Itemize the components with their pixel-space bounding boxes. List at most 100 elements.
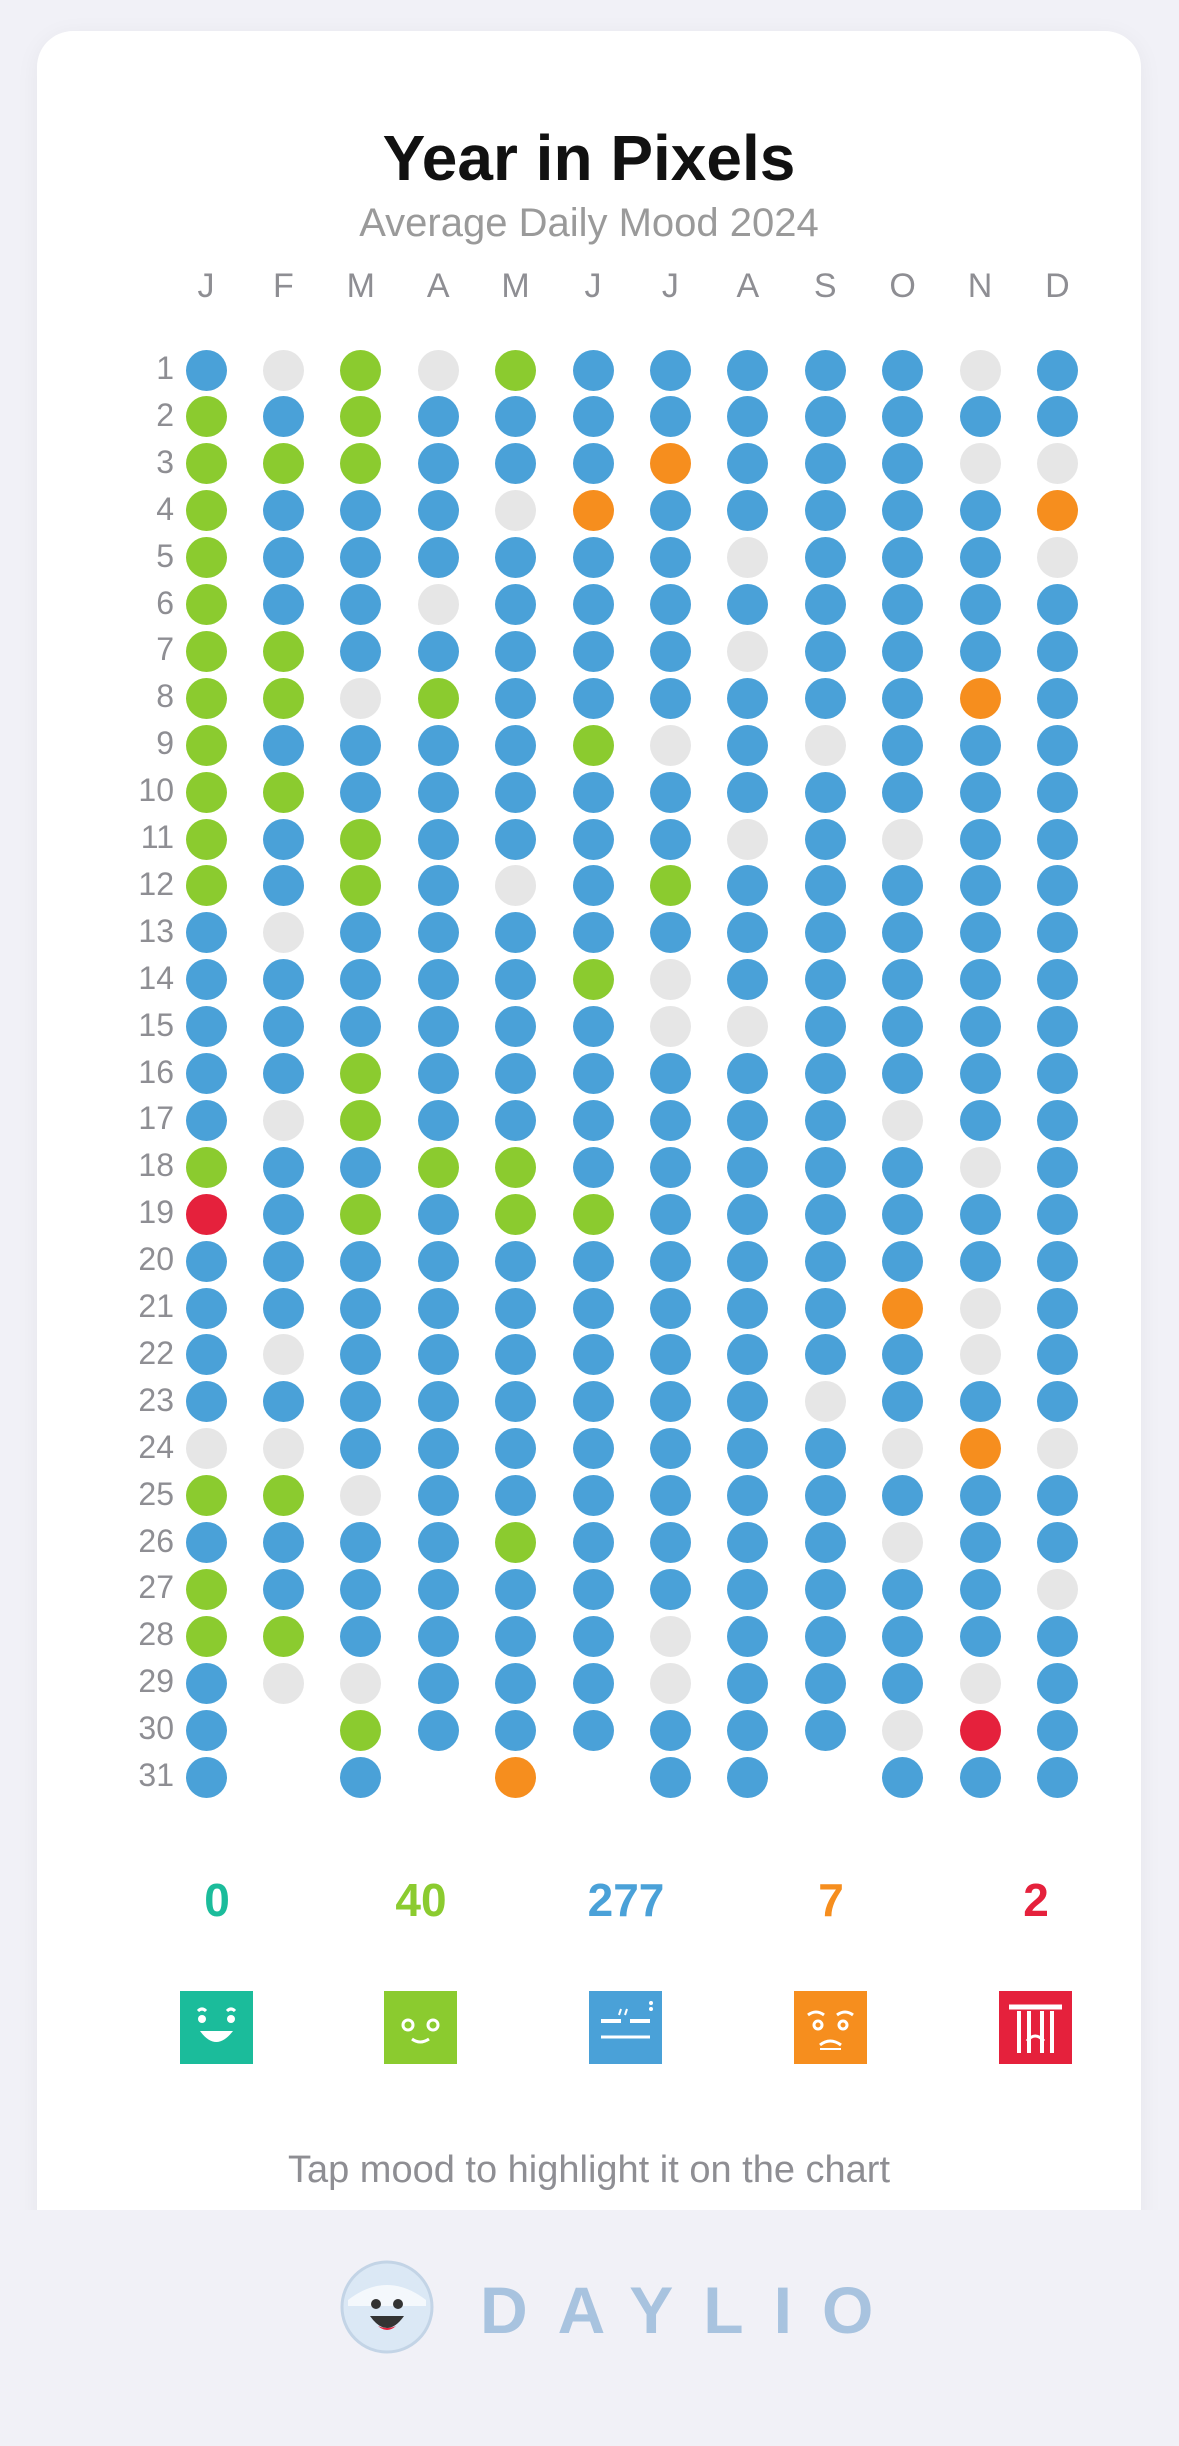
mood-pixel-meh[interactable] [882,490,924,532]
mood-pixel-good[interactable] [262,630,304,672]
mood-pixel-none[interactable] [417,349,459,391]
mood-pixel-meh[interactable] [882,1006,924,1048]
mood-pixel-none[interactable] [262,1334,304,1376]
mood-pixel-meh[interactable] [185,349,227,391]
mood-pixel-good[interactable] [649,865,691,907]
mood-pixel-none[interactable] [959,1334,1001,1376]
mood-pixel-meh[interactable] [340,912,382,954]
mood-pixel-meh[interactable] [649,1193,691,1235]
mood-pixel-meh[interactable] [185,1006,227,1048]
mood-pixel-bad[interactable] [959,677,1001,719]
mood-pixel-none[interactable] [959,349,1001,391]
mood-pixel-meh[interactable] [340,1756,382,1798]
mood-pixel-meh[interactable] [882,630,924,672]
mood-pixel-none[interactable] [649,1615,691,1657]
mood-pixel-meh[interactable] [262,1287,304,1329]
mood-pixel-meh[interactable] [495,724,537,766]
mood-pixel-meh[interactable] [417,443,459,485]
mood-pixel-meh[interactable] [882,396,924,438]
mood-pixel-meh[interactable] [804,1287,846,1329]
mood-pixel-meh[interactable] [649,396,691,438]
mood-pixel-none[interactable] [262,1099,304,1141]
mood-pixel-good[interactable] [340,865,382,907]
mood-pixel-meh[interactable] [262,1053,304,1094]
mood-pixel-meh[interactable] [959,959,1001,1001]
mood-pixel-meh[interactable] [417,1381,459,1423]
mood-pixel-meh[interactable] [572,1381,614,1423]
mood-pixel-meh[interactable] [649,1053,691,1094]
mood-pixel-meh[interactable] [340,1006,382,1048]
mood-pixel-good[interactable] [340,818,382,860]
mood-pixel-meh[interactable] [959,724,1001,766]
mood-pixel-meh[interactable] [495,771,537,813]
mood-pixel-meh[interactable] [727,959,769,1001]
mood-pixel-meh[interactable] [804,1522,846,1563]
mood-pixel-meh[interactable] [1036,1756,1078,1798]
mood-pixel-meh[interactable] [1036,630,1078,672]
mood-pixel-none[interactable] [185,1428,227,1470]
mood-pixel-meh[interactable] [727,1662,769,1704]
mood-pixel-meh[interactable] [649,1428,691,1470]
mood-pixel-meh[interactable] [340,1334,382,1376]
mood-pixel-meh[interactable] [572,771,614,813]
mood-pixel-meh[interactable] [882,1240,924,1282]
mood-pixel-meh[interactable] [959,1522,1001,1563]
mood-pixel-meh[interactable] [185,912,227,954]
mood-pixel-meh[interactable] [804,396,846,438]
bad-mood-button[interactable] [794,1991,867,2064]
mood-pixel-meh[interactable] [572,865,614,907]
mood-pixel-none[interactable] [340,1475,382,1517]
mood-pixel-meh[interactable] [649,1568,691,1610]
mood-pixel-good[interactable] [185,630,227,672]
mood-pixel-good[interactable] [185,818,227,860]
mood-pixel-meh[interactable] [417,1568,459,1610]
mood-pixel-meh[interactable] [185,1381,227,1423]
mood-pixel-meh[interactable] [1036,1099,1078,1141]
mood-pixel-good[interactable] [340,396,382,438]
mood-pixel-meh[interactable] [495,677,537,719]
mood-pixel-none[interactable] [1036,1428,1078,1470]
mood-pixel-meh[interactable] [649,1146,691,1188]
mood-pixel-meh[interactable] [495,1240,537,1282]
mood-pixel-meh[interactable] [804,1053,846,1094]
mood-pixel-meh[interactable] [649,349,691,391]
mood-pixel-meh[interactable] [1036,1240,1078,1282]
mood-pixel-meh[interactable] [727,584,769,625]
mood-pixel-meh[interactable] [495,630,537,672]
mood-pixel-meh[interactable] [185,959,227,1001]
mood-pixel-meh[interactable] [262,818,304,860]
mood-pixel-good[interactable] [262,1475,304,1517]
mood-pixel-meh[interactable] [959,818,1001,860]
mood-pixel-meh[interactable] [882,865,924,907]
mood-pixel-meh[interactable] [727,1287,769,1329]
mood-pixel-meh[interactable] [804,537,846,579]
mood-pixel-meh[interactable] [882,1053,924,1094]
mood-pixel-meh[interactable] [649,818,691,860]
mood-pixel-meh[interactable] [959,1053,1001,1094]
mood-pixel-meh[interactable] [340,1240,382,1282]
mood-pixel-none[interactable] [959,1287,1001,1329]
mood-pixel-good[interactable] [185,677,227,719]
mood-pixel-meh[interactable] [727,912,769,954]
mood-pixel-meh[interactable] [340,959,382,1001]
mood-pixel-meh[interactable] [1036,1053,1078,1094]
mood-pixel-meh[interactable] [572,818,614,860]
mood-pixel-meh[interactable] [340,1381,382,1423]
mood-pixel-meh[interactable] [262,1381,304,1423]
mood-pixel-meh[interactable] [1036,959,1078,1001]
mood-pixel-meh[interactable] [417,912,459,954]
mood-pixel-meh[interactable] [959,1099,1001,1141]
mood-pixel-meh[interactable] [572,1006,614,1048]
mood-pixel-meh[interactable] [417,724,459,766]
mood-pixel-meh[interactable] [495,1568,537,1610]
mood-pixel-none[interactable] [727,1006,769,1048]
mood-pixel-meh[interactable] [727,724,769,766]
mood-pixel-meh[interactable] [804,443,846,485]
mood-pixel-good[interactable] [185,1568,227,1610]
mood-pixel-meh[interactable] [727,1240,769,1282]
mood-pixel-meh[interactable] [727,443,769,485]
mood-pixel-meh[interactable] [572,677,614,719]
mood-pixel-meh[interactable] [804,959,846,1001]
mood-pixel-meh[interactable] [959,771,1001,813]
mood-pixel-meh[interactable] [882,1193,924,1235]
